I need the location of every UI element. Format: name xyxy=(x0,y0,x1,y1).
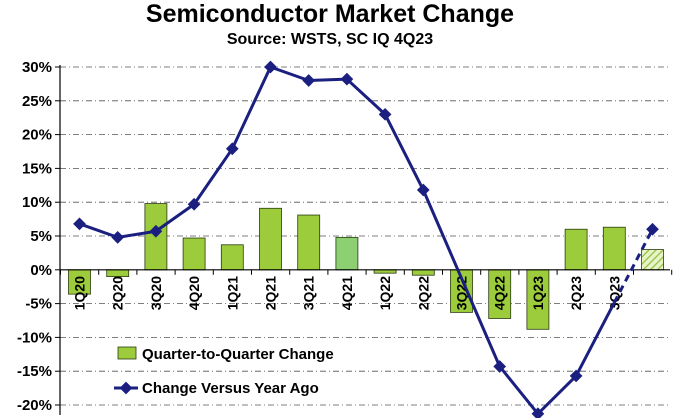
legend: Quarter-to-Quarter Change Change Versus Y… xyxy=(114,346,334,397)
line-point xyxy=(187,197,201,211)
legend-swatch-marker xyxy=(119,381,133,395)
line-point xyxy=(73,217,86,231)
legend-label-bars: Quarter-to-Quarter Change xyxy=(142,346,334,363)
x-tick-label: 1Q20 xyxy=(72,276,88,310)
line-series xyxy=(73,60,659,418)
chart-subtitle: Source: WSTS, SC IQ 4Q23 xyxy=(226,31,434,48)
bar xyxy=(297,214,321,271)
y-tick-label: -10% xyxy=(17,329,52,346)
y-tick-label: 25% xyxy=(22,93,52,110)
x-tick-label: 2Q22 xyxy=(415,276,431,310)
y-tick-label: -15% xyxy=(17,363,52,380)
line-series-segment xyxy=(574,301,616,377)
x-tick-label: 3Q23 xyxy=(606,276,622,310)
x-tick-label: 1Q22 xyxy=(377,276,393,310)
y-axis: 30% 25% 20% 15% 10% 5% 0% -5% -10% -15% -20% xyxy=(17,59,61,415)
bar xyxy=(220,244,244,271)
x-tick-label: 2Q20 xyxy=(110,276,126,310)
y-tick-label: 5% xyxy=(30,228,52,245)
y-tick-label: 10% xyxy=(22,194,52,211)
x-tick-label: 2Q21 xyxy=(263,276,279,310)
line-point xyxy=(340,72,354,86)
bar xyxy=(335,236,359,271)
x-tick-label: 1Q21 xyxy=(224,276,240,310)
bar xyxy=(182,237,206,271)
line-point xyxy=(111,230,125,244)
x-tick-label: 4Q22 xyxy=(492,276,508,310)
bar xyxy=(106,269,130,277)
bar xyxy=(641,249,664,271)
line-point xyxy=(225,142,239,156)
y-tick-label: -5% xyxy=(25,296,52,313)
x-tick-label: 3Q21 xyxy=(301,276,317,310)
y-tick-label: 20% xyxy=(22,127,52,144)
bar xyxy=(411,269,435,276)
bar xyxy=(602,226,626,271)
y-tick-label: 30% xyxy=(22,59,52,76)
line-point xyxy=(264,60,277,74)
x-axis xyxy=(60,269,673,275)
bar xyxy=(564,228,588,271)
bar-series xyxy=(68,203,664,330)
line-point xyxy=(493,360,507,373)
category-labels: 1Q20 2Q20 3Q20 4Q20 1Q21 2Q21 3Q21 4Q21 1Q22 2Q22… xyxy=(72,276,623,310)
line-point xyxy=(149,224,163,238)
legend-label-line: Change Versus Year Ago xyxy=(142,380,319,397)
line-point xyxy=(646,222,659,236)
line-series-forecast-segment xyxy=(612,228,654,304)
y-tick-label: 15% xyxy=(22,160,52,177)
line-point xyxy=(378,107,392,121)
x-tick-label: 2Q23 xyxy=(568,276,584,310)
bar xyxy=(259,207,282,271)
x-tick-label: 4Q21 xyxy=(339,276,355,310)
line-point xyxy=(416,183,430,197)
x-tick-label: 3Q20 xyxy=(148,276,164,310)
y-tick-label: 0% xyxy=(30,262,52,279)
x-tick-label: 1Q23 xyxy=(530,276,546,310)
y-tick-label: -20% xyxy=(17,397,52,414)
chart-title: Semiconductor Market Change xyxy=(145,0,515,28)
x-tick-label: 4Q20 xyxy=(186,276,202,310)
legend-swatch-bars xyxy=(117,346,137,360)
line-point xyxy=(302,74,316,87)
